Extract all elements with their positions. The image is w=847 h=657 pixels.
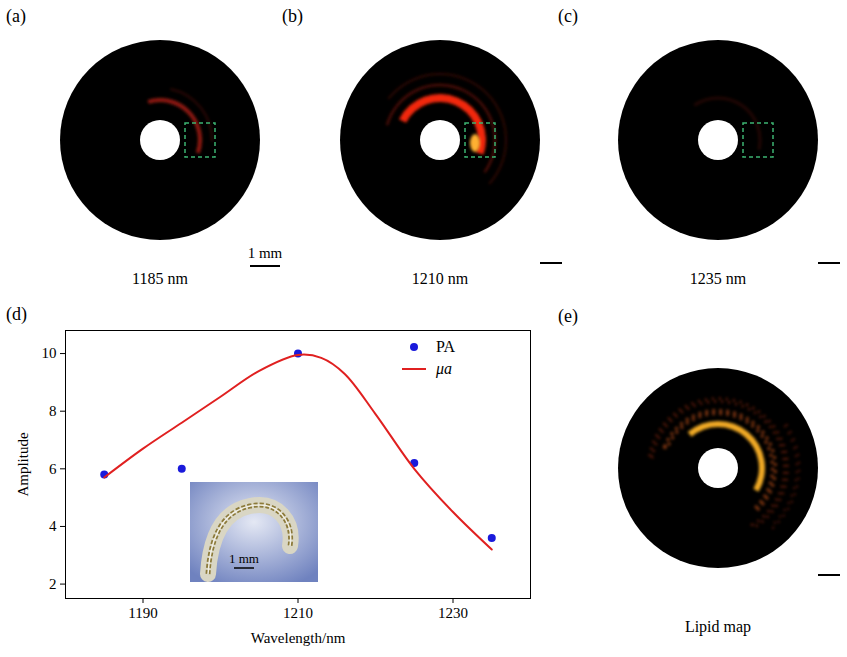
svg-text:Lipid map: Lipid map bbox=[685, 618, 751, 636]
svg-text:10: 10 bbox=[42, 345, 57, 361]
svg-text:(d): (d) bbox=[6, 304, 27, 325]
svg-text:1230: 1230 bbox=[438, 605, 468, 621]
svg-text:4: 4 bbox=[49, 518, 57, 534]
svg-text:8: 8 bbox=[49, 403, 57, 419]
svg-text:1190: 1190 bbox=[128, 605, 157, 621]
svg-text:1 mm: 1 mm bbox=[229, 551, 259, 566]
svg-text:1210: 1210 bbox=[283, 605, 313, 621]
svg-text:1185 nm: 1185 nm bbox=[132, 270, 188, 287]
svg-text:1235 nm: 1235 nm bbox=[690, 270, 747, 287]
svg-text:1210 nm: 1210 nm bbox=[412, 270, 469, 287]
html-text:PA: PA bbox=[436, 338, 455, 355]
svg-text:Amplitude: Amplitude bbox=[15, 432, 31, 497]
html-text:μa: μa bbox=[436, 360, 452, 377]
svg-text:(e): (e) bbox=[558, 306, 578, 327]
svg-text:Wavelength/nm: Wavelength/nm bbox=[251, 630, 346, 646]
svg-text:(b): (b) bbox=[282, 6, 303, 27]
svg-text:6: 6 bbox=[49, 461, 57, 477]
svg-text:(c): (c) bbox=[558, 6, 578, 27]
svg-text:(a): (a) bbox=[6, 6, 26, 27]
svg-text:1 mm: 1 mm bbox=[248, 245, 283, 261]
svg-text:2: 2 bbox=[49, 576, 57, 592]
